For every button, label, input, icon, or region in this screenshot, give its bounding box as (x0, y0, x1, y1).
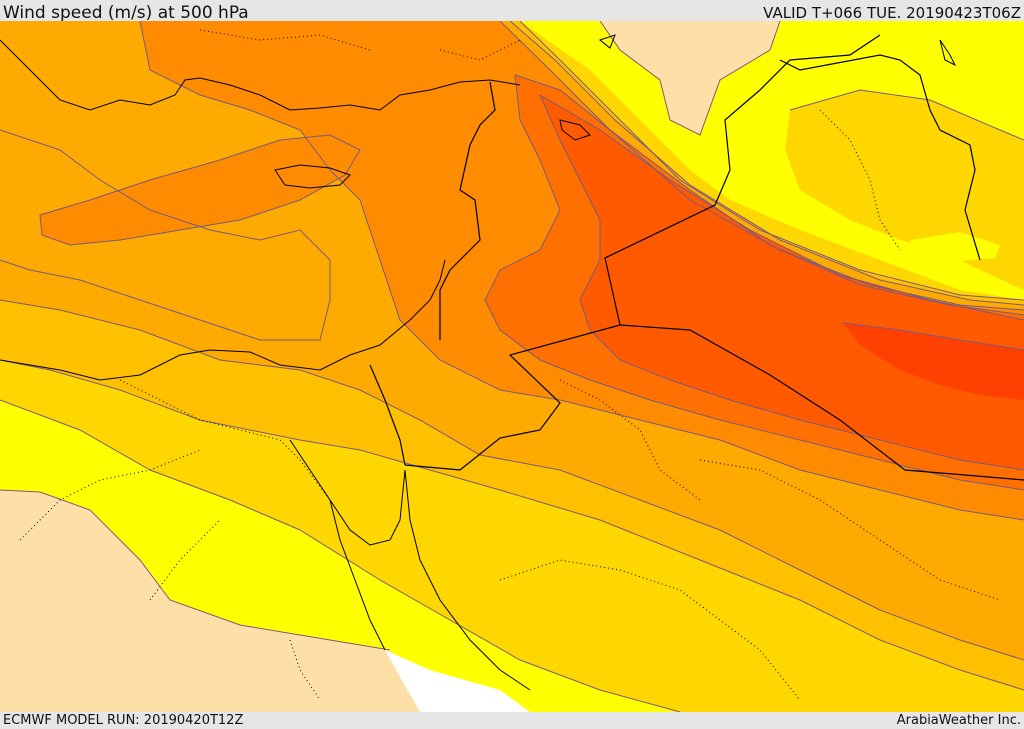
credit-label: ArabiaWeather Inc. (896, 713, 1021, 728)
band-5-area-med-tongue (40, 135, 360, 245)
band-2-area-iraq-yellow (910, 232, 1000, 262)
map-title: Wind speed (m/s) at 500 hPa (3, 3, 249, 23)
sea-red-sea-area (385, 650, 530, 712)
admin-boundaries (19, 29, 1001, 701)
coastlines (0, 34, 957, 691)
land-africa-sw (0, 490, 420, 712)
valid-time-label: VALID T+066 TUE. 20190423T06Z (763, 4, 1021, 22)
contour-lines (0, 21, 1024, 712)
land-arabia-north (600, 21, 780, 135)
header-bar (0, 0, 1024, 21)
wind-speed-map (0, 21, 1024, 712)
country-borders (369, 34, 1024, 481)
footer-bar (0, 712, 1024, 729)
band-8-area (843, 323, 1024, 400)
model-run-label: ECMWF MODEL RUN: 20190420T12Z (3, 713, 244, 728)
band-4-area-west-lobe (0, 130, 330, 340)
